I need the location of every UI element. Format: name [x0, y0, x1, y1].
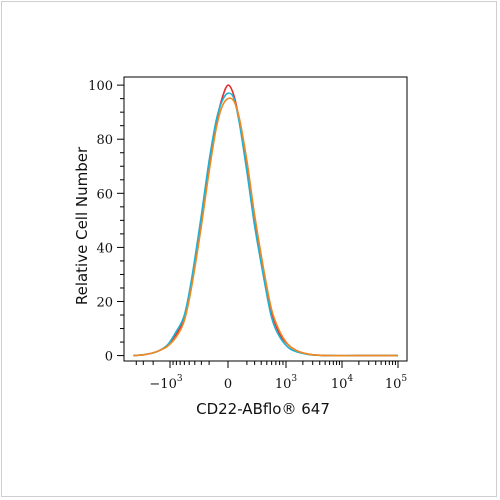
y-tick-label: 0	[105, 350, 113, 365]
y-tick-label: 100	[88, 79, 113, 94]
plot-area	[123, 76, 408, 362]
histogram-series-2	[133, 92, 398, 357]
x-tick-label-1e3: 103	[275, 374, 298, 392]
histogram-series-3	[133, 97, 398, 357]
y-axis: 0 20 40 60 80 100	[88, 79, 124, 365]
x-tick-label-1e4: 104	[331, 374, 354, 392]
y-tick-label: 80	[96, 133, 113, 148]
y-axis-title: Relative Cell Number	[73, 146, 91, 305]
x-axis: −103 0 103 104 105	[135, 361, 408, 392]
x-tick-label-1e5: 105	[385, 374, 408, 392]
y-tick-label: 60	[96, 187, 113, 202]
x-axis-title: CD22-ABflo® 647	[196, 400, 330, 418]
x-tick-label-neg-1e3: −103	[149, 374, 182, 392]
histogram-series-1	[133, 84, 398, 357]
x-tick-label-zero: 0	[224, 377, 232, 392]
y-tick-label: 40	[96, 241, 113, 256]
series-layer	[133, 84, 398, 357]
y-tick-label: 20	[96, 295, 113, 310]
